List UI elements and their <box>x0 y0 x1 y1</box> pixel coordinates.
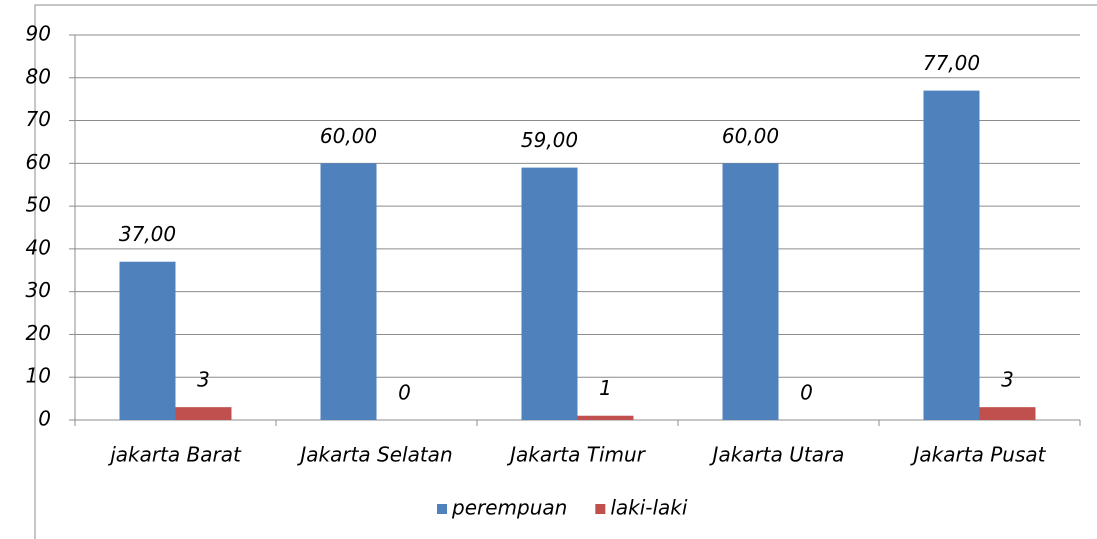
data-label: 60,00 <box>722 124 779 148</box>
data-label: 77,00 <box>923 51 980 75</box>
data-label: 37,00 <box>119 222 176 246</box>
bar <box>923 90 980 420</box>
x-tick-label: Jakarta Timur <box>506 443 647 467</box>
bar <box>320 163 377 421</box>
y-tick-label: 10 <box>26 364 51 388</box>
y-tick-label: 90 <box>26 22 51 46</box>
data-label: 3 <box>1001 368 1014 392</box>
data-label: 0 <box>800 381 813 405</box>
y-tick-label: 60 <box>26 150 51 174</box>
y-tick-label: 0 <box>38 407 51 431</box>
bar <box>577 415 634 420</box>
y-tick-label: 50 <box>26 193 51 217</box>
data-label: 1 <box>599 376 612 400</box>
legend-label: perempuan <box>451 496 567 520</box>
x-tick-label: jakarta Barat <box>107 443 242 467</box>
bar <box>722 163 779 421</box>
x-tick-label: Jakarta Pusat <box>910 443 1047 467</box>
data-label: 0 <box>398 381 411 405</box>
x-tick-label: Jakarta Utara <box>709 443 845 467</box>
bar <box>979 407 1036 420</box>
y-tick-label: 80 <box>26 64 51 88</box>
bar <box>119 261 176 420</box>
bar <box>175 407 232 420</box>
y-tick-label: 20 <box>26 321 51 345</box>
y-tick-label: 70 <box>26 107 51 131</box>
y-tick-label: 40 <box>26 235 51 259</box>
data-label: 59,00 <box>521 128 578 152</box>
data-label: 3 <box>197 368 210 392</box>
y-tick-label: 30 <box>26 278 51 302</box>
data-label: 60,00 <box>320 124 377 148</box>
chart-frame <box>34 4 1097 539</box>
legend-swatch <box>595 504 606 514</box>
legend-label: laki-laki <box>610 496 688 520</box>
legend-swatch <box>437 504 447 514</box>
bar <box>521 167 578 420</box>
x-tick-label: Jakarta Selatan <box>296 443 452 467</box>
